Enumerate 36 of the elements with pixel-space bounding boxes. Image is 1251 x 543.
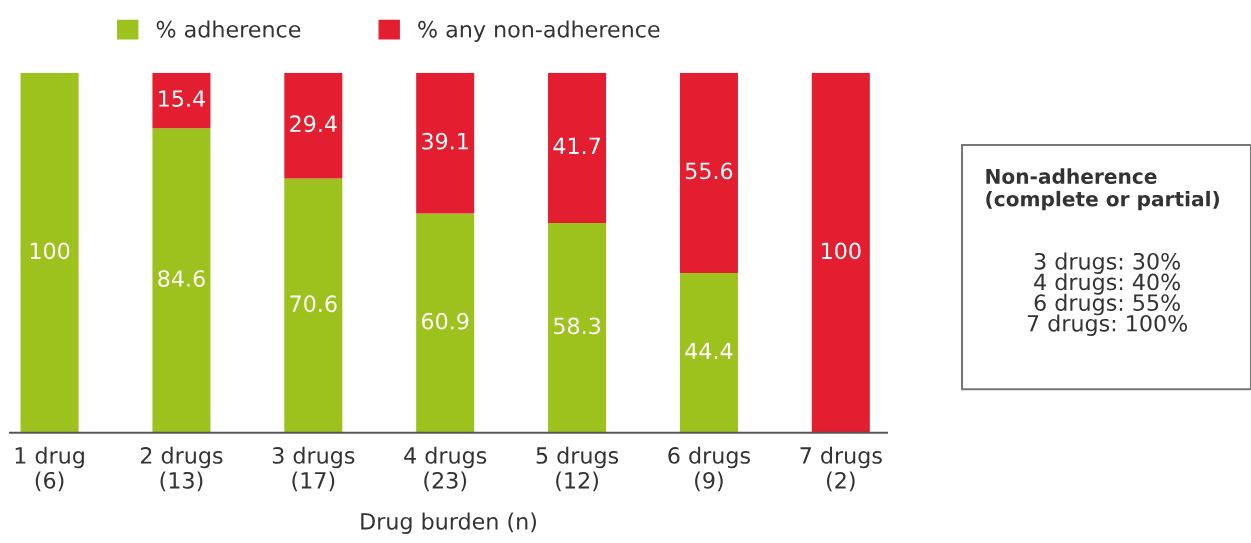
data-label: 100	[822, 242, 861, 260]
data-label: 44.4	[685, 342, 733, 359]
bar	[152, 72, 211, 129]
x-tick-label: 2 drugs (13)	[140, 446, 223, 492]
data-label: 60.9	[422, 312, 469, 330]
bar	[416, 72, 475, 214]
legend-label: % any non-adherence	[418, 20, 660, 42]
data-label: 29.4	[290, 115, 337, 133]
data-label: 84.6	[158, 270, 205, 287]
data-label: 39.1	[422, 132, 468, 150]
x-tick-label: 1 drug (6)	[15, 446, 84, 492]
data-label: 100	[30, 242, 70, 260]
data-label: 58.3	[554, 317, 601, 335]
legend-label: % adherence	[156, 20, 301, 38]
text: Non-adherence (complete or partial)	[986, 168, 1219, 211]
bar	[152, 128, 211, 433]
bar	[548, 222, 607, 433]
data-label: 70.6	[290, 295, 337, 313]
bar	[284, 178, 343, 433]
data-label: 15.4	[159, 90, 205, 107]
bar	[679, 72, 738, 273]
bar	[416, 213, 475, 433]
x-axis-title: Drug burden (n)	[361, 512, 536, 534]
x-tick-label: 7 drugs (2)	[800, 446, 882, 492]
x-tick-label: 3 drugs (17)	[272, 446, 355, 492]
data-label: 55.6	[685, 162, 733, 180]
x-tick-label: 5 drugs (12)	[536, 446, 619, 492]
bar	[20, 72, 79, 433]
bar	[811, 72, 870, 433]
data-label: 41.7	[553, 137, 600, 154]
x-tick-label: 4 drugs (23)	[404, 446, 487, 492]
bar	[284, 72, 343, 179]
bar	[548, 72, 607, 223]
x-tick-label: 6 drugs (9)	[668, 446, 750, 492]
bar	[679, 272, 738, 433]
text: 3 drugs: 30% 4 drugs: 40% 6 drugs: 55% 7 drugs: 100%	[1027, 252, 1188, 336]
